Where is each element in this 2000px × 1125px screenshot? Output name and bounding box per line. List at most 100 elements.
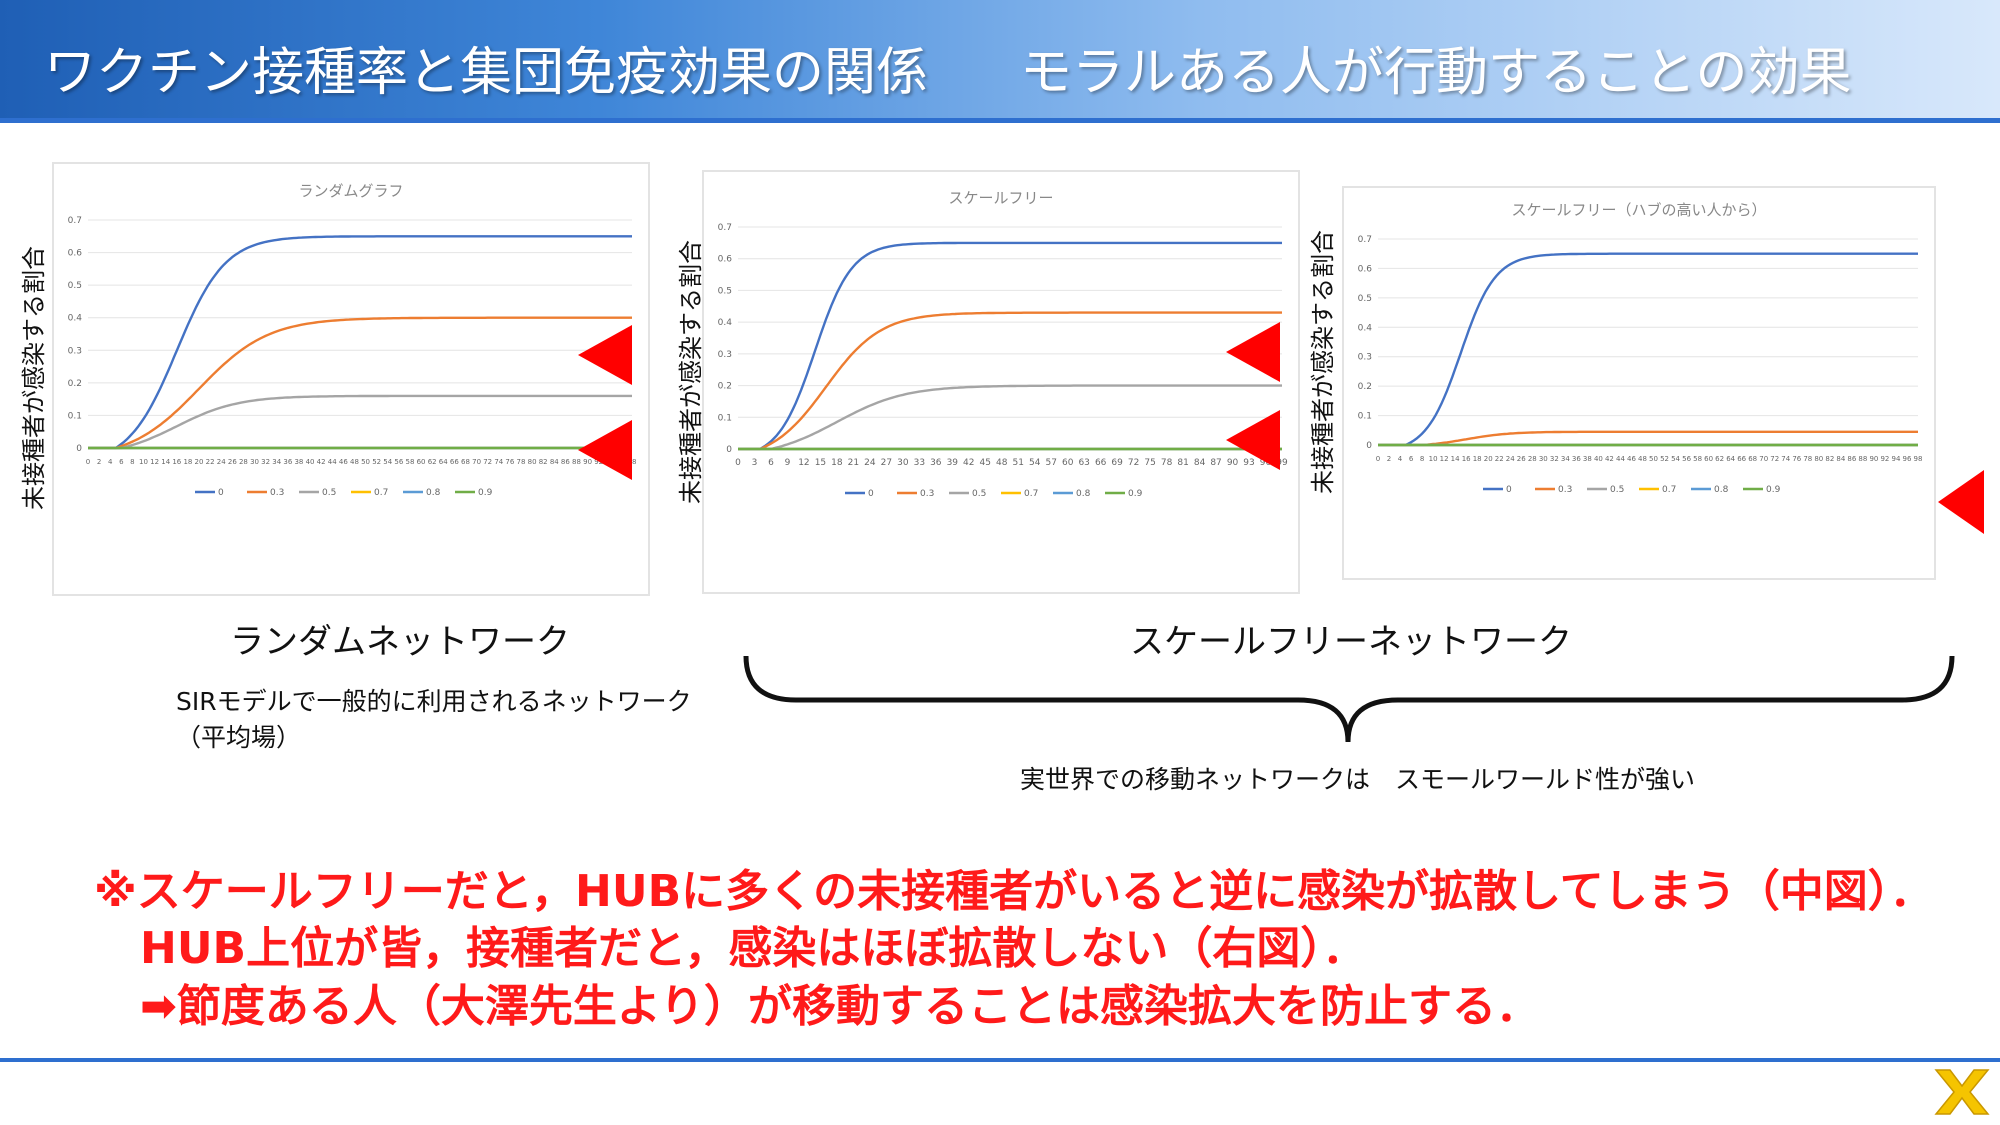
x-tick-label: 44	[328, 458, 337, 466]
x-tick-label: 2	[1387, 455, 1391, 463]
x-tick-label: 78	[1803, 455, 1812, 463]
x-tick-label: 52	[372, 458, 381, 466]
legend-label: 0.9	[1128, 489, 1143, 499]
y-tick-label: 0.7	[718, 223, 732, 233]
y-tick-label: 0.5	[1358, 294, 1372, 304]
y-tick-label: 0.3	[68, 346, 82, 356]
chart-random-graph: ランダムグラフ 0 0.1 0.2 0.3 0.4 0.5 0.6 0.7 0 2 4 6 8 10 12 14…	[52, 162, 650, 596]
x-tick-label: 69	[1111, 458, 1123, 468]
chart-scale-free: スケールフリー 0 0.1 0.2 0.3 0.4 0.5 0.6 0.7 0 3 6 9 12 15 18 2…	[702, 170, 1300, 594]
series-line-0.5	[88, 394, 632, 450]
x-tick-label: 58	[405, 458, 414, 466]
x-tick-label: 46	[339, 458, 348, 466]
x-tick-label: 26	[1517, 455, 1526, 463]
y-tick-label: 0.7	[1358, 235, 1372, 245]
y-tick-label: 0.5	[68, 281, 82, 291]
legend-label: 0.7	[1662, 485, 1676, 495]
y-tick-label: 0.2	[1358, 382, 1372, 392]
x-tick-label: 14	[1451, 455, 1460, 463]
x-tick-label: 60	[417, 458, 426, 466]
legend-label: 0.8	[1714, 485, 1729, 495]
title-left: ワクチン接種率と集団免疫効果の関係	[44, 43, 929, 103]
chart-title: ランダムグラフ	[298, 182, 403, 200]
marker-triangle-scalefree-05	[1226, 410, 1280, 470]
x-tick-label: 87	[1210, 458, 1221, 468]
legend-label: 0.5	[1610, 485, 1624, 495]
y-tick-label: 0.3	[1358, 353, 1372, 363]
y-tick-label: 0.2	[718, 382, 732, 392]
x-tick-label: 28	[239, 458, 248, 466]
title-right: モラルある人が行動することの効果	[1020, 43, 1852, 103]
x-tick-label: 12	[150, 458, 159, 466]
y-tick-label: 0.2	[68, 379, 82, 389]
x-tick-label: 64	[439, 458, 448, 466]
x-tick-label: 34	[272, 458, 281, 466]
x-tick-label: 39	[947, 458, 959, 468]
x-tick-label: 36	[283, 458, 292, 466]
x-tick-label: 3	[752, 458, 758, 468]
x-tick-label: 16	[1462, 455, 1471, 463]
x-tick-label: 0	[1376, 455, 1380, 463]
x-tick-label: 74	[494, 458, 503, 466]
x-tick-label: 22	[1495, 455, 1504, 463]
x-tick-label: 46	[1627, 455, 1636, 463]
x-tick-label: 56	[1682, 455, 1691, 463]
x-tick-label: 20	[195, 458, 204, 466]
y-tick-label: 0	[76, 444, 82, 454]
x-tick-label: 81	[1177, 458, 1188, 468]
x-tick-label: 18	[183, 458, 192, 466]
header-bar	[0, 0, 2000, 118]
x-tick-label: 66	[1737, 455, 1746, 463]
y-tick-label: 0.6	[1358, 264, 1373, 274]
x-tick-label: 86	[1847, 455, 1856, 463]
x-tick-label: 63	[1078, 458, 1089, 468]
x-tick-label: 75	[1144, 458, 1155, 468]
x-tick-label: 34	[1561, 455, 1570, 463]
x-tick-label: 96	[1903, 455, 1912, 463]
x-tick-label: 9	[785, 458, 791, 468]
logo-x-icon	[1934, 1069, 1990, 1115]
y-tick-label: 0.6	[68, 249, 83, 259]
series-line-0	[88, 235, 632, 450]
x-tick-label: 48	[996, 458, 1008, 468]
x-tick-label: 78	[1161, 458, 1173, 468]
y-tick-label: 0.6	[718, 255, 733, 265]
note-realworld: 実世界での移動ネットワークは スモールワールド性が強い	[1020, 765, 1696, 794]
legend-label: 0.3	[1558, 485, 1572, 495]
x-tick-label: 28	[1528, 455, 1537, 463]
marker-triangle-random-05	[578, 420, 632, 480]
x-tick-label: 54	[383, 458, 392, 466]
x-tick-label: 93	[1243, 458, 1254, 468]
x-tick-label: 90	[1869, 455, 1878, 463]
x-tick-label: 24	[1506, 455, 1515, 463]
x-tick-label: 72	[1770, 455, 1779, 463]
legend-label: 0.3	[270, 488, 284, 498]
y-tick-label: 0.1	[718, 413, 732, 423]
x-tick-label: 88	[1858, 455, 1867, 463]
x-tick-label: 92	[594, 458, 603, 466]
legend-label: 0.5	[322, 488, 336, 498]
y-tick-label: 0.7	[68, 216, 82, 226]
y-tick-label: 0.4	[1358, 323, 1373, 333]
x-tick-label: 98	[1914, 455, 1923, 463]
legend-label: 0	[868, 489, 874, 499]
y-tick-label: 0.4	[68, 314, 83, 324]
x-tick-label: 60	[1062, 458, 1074, 468]
x-tick-label: 30	[250, 458, 259, 466]
x-tick-label: 2	[97, 458, 101, 466]
x-tick-label: 32	[1550, 455, 1559, 463]
chart-scale-free-hub-first: スケールフリー（ハブの高い人から） 0 0.1 0.2 0.3 0.4 0.5 0.6 0.7 0…	[1342, 186, 1936, 580]
x-tick-label: 32	[261, 458, 270, 466]
y-tick-label: 0.3	[718, 350, 732, 360]
x-tick-label: 42	[1605, 455, 1614, 463]
y-tick-label: 0	[726, 445, 732, 455]
series-line-0	[1378, 252, 1918, 447]
x-tick-label: 84	[1194, 458, 1206, 468]
x-tick-label: 4	[108, 458, 113, 466]
x-tick-label: 22	[206, 458, 215, 466]
series-line-0.5	[738, 384, 1282, 451]
x-tick-label: 99	[1276, 458, 1288, 468]
x-tick-label: 42	[963, 458, 974, 468]
marker-triangle-random-03	[578, 325, 632, 385]
